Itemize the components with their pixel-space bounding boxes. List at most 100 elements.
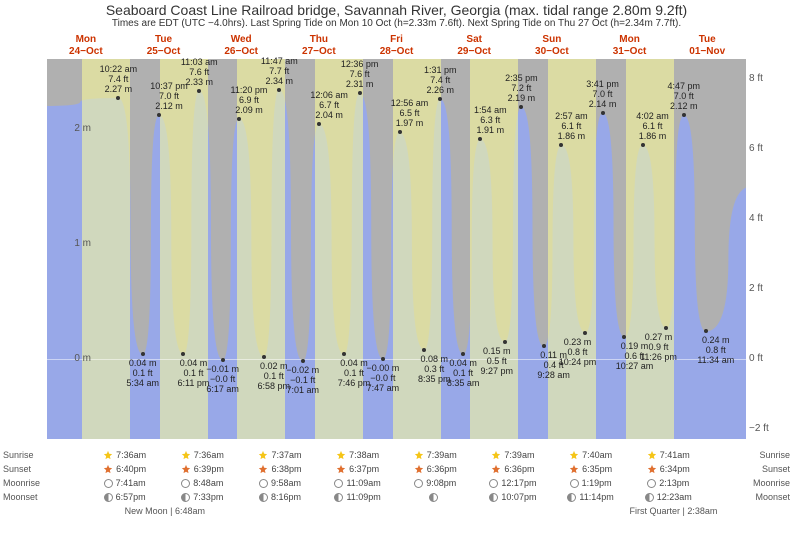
astro-cell: 6:39pm [163, 462, 241, 476]
astro-time: 7:40am [582, 450, 612, 460]
astro-row-moonset: Moonset 6:57pm 7:33pm 8:16pm 11:09pm 10:07pm 1… [0, 490, 793, 504]
moon-icon [489, 479, 498, 488]
star-icon [258, 464, 268, 474]
astro-time: 11:14pm [579, 492, 613, 502]
astro-cell: 6:36pm [396, 462, 474, 476]
astro-row-label: Moonset [746, 492, 793, 502]
tide-label: 10:22 am7.4 ft2.27 m [100, 64, 138, 94]
astro-time: 6:57pm [116, 492, 146, 502]
astro-row-moonrise: Moonrise7:41am8:48am9:58am11:09am9:08pm1… [0, 476, 793, 490]
astro-time: 12:17pm [501, 478, 536, 488]
tide-label: 12:56 am6.5 ft1.97 m [391, 98, 429, 128]
tide-point [438, 97, 442, 101]
astro-time: 6:36pm [504, 464, 534, 474]
astro-cell: 7:39am [474, 448, 552, 462]
tide-point [583, 331, 587, 335]
date-label: Tue01−Nov [668, 34, 746, 58]
moon-icon [259, 479, 268, 488]
tide-label: 4:47 pm7.0 ft2.12 m [668, 81, 701, 111]
astro-cell: 6:38pm [241, 462, 319, 476]
astro-time: 7:41am [116, 478, 146, 488]
astro-cell: 6:40pm [86, 462, 164, 476]
date-label: Sun30−Oct [513, 34, 591, 58]
tide-point [301, 359, 305, 363]
astro-row-label: Moonrise [0, 478, 47, 488]
astro-cells: 7:41am8:48am9:58am11:09am9:08pm12:17pm1:… [47, 476, 746, 490]
astro-cell: 6:35pm [552, 462, 630, 476]
tide-label: 0.04 m0.1 ft8:35 am [447, 358, 480, 388]
star-icon [491, 450, 501, 460]
tide-point [682, 113, 686, 117]
star-icon [103, 464, 113, 474]
astro-time: 7:33pm [193, 492, 223, 502]
tide-label: −0.00 m−0.0 ft7:47 am [366, 363, 399, 393]
tide-point [358, 91, 362, 95]
astro-cell: 1:19pm [552, 476, 630, 490]
tide-point [664, 326, 668, 330]
moon-icon [414, 479, 423, 488]
tide-label: 0.23 m0.8 ft10:24 pm [559, 337, 597, 367]
date-label: Sat29−Oct [435, 34, 513, 58]
tide-point [262, 355, 266, 359]
tide-label: 4:02 am6.1 ft1.86 m [636, 111, 669, 141]
tide-label: 0.08 m0.3 ft8:35 pm [418, 354, 451, 384]
date-label: Thu27−Oct [280, 34, 358, 58]
moon-icon [181, 479, 190, 488]
star-icon [181, 450, 191, 460]
astro-cell: 11:09pm [319, 490, 397, 504]
astro-time: 7:36am [194, 450, 224, 460]
astro-cell: 6:57pm [86, 490, 164, 504]
date-label: Fri28−Oct [358, 34, 436, 58]
astro-cell: 7:36am [163, 448, 241, 462]
astro-time: 6:40pm [116, 464, 146, 474]
tide-point [181, 352, 185, 356]
astro-time: 6:39pm [194, 464, 224, 474]
moon-icon [259, 493, 268, 502]
astro-cell: 12:17pm [474, 476, 552, 490]
moon-icon [645, 493, 654, 502]
astro-cell: 10:07pm [474, 490, 552, 504]
tide-point [398, 130, 402, 134]
tide-label: 2:35 pm7.2 ft2.19 m [505, 73, 538, 103]
tide-point [221, 358, 225, 362]
astro-cell: 7:41am [629, 448, 707, 462]
astro-cell: 7:40am [552, 448, 630, 462]
astro-cell: 8:48am [163, 476, 241, 490]
astro-row-sunset: Sunset6:40pm6:39pm6:38pm6:37pm6:36pm6:36… [0, 462, 793, 476]
tide-point [237, 117, 241, 121]
tide-label: 0.04 m0.1 ft7:46 pm [338, 358, 371, 388]
y-axis-left-tick: 0 m [51, 353, 91, 364]
tide-label: 1:54 am6.3 ft1.91 m [474, 105, 507, 135]
moon-icon [104, 479, 113, 488]
tide-point [622, 335, 626, 339]
tide-point [422, 348, 426, 352]
star-icon [181, 464, 191, 474]
star-icon [103, 450, 113, 460]
tide-label: 0.27 m0.9 ft11:26 pm [640, 332, 677, 362]
star-icon [647, 450, 657, 460]
date-label: Wed26−Oct [202, 34, 280, 58]
tide-label: 11:47 am7.7 ft2.34 m [261, 56, 298, 86]
astro-time: 1:19pm [582, 478, 612, 488]
astro-cells: 7:36am7:36am7:37am7:38am7:39am7:39am7:40… [47, 448, 746, 462]
astro-row-sunrise: Sunrise7:36am7:36am7:37am7:38am7:39am7:3… [0, 448, 793, 462]
tide-point [641, 143, 645, 147]
astro-time: 6:37pm [349, 464, 379, 474]
moon-icon [489, 493, 498, 502]
tide-point [461, 352, 465, 356]
y-axis-right-tick: 8 ft [749, 73, 789, 84]
daylight-band [82, 59, 130, 439]
astro-cell: 7:38am [319, 448, 397, 462]
astro-time: 12:23am [657, 492, 692, 502]
moon-icon [334, 493, 343, 502]
astro-row-label: Sunrise [0, 450, 47, 460]
astro-cell: 9:58am [241, 476, 319, 490]
moon-icon [567, 493, 576, 502]
date-label: Mon24−Oct [47, 34, 125, 58]
tide-label: 0.04 m0.1 ft6:11 pm [178, 358, 210, 388]
tide-point [116, 96, 120, 100]
tide-point [601, 111, 605, 115]
astro-time: 9:58am [271, 478, 301, 488]
astro-time: 8:16pm [271, 492, 301, 502]
star-icon [569, 450, 579, 460]
